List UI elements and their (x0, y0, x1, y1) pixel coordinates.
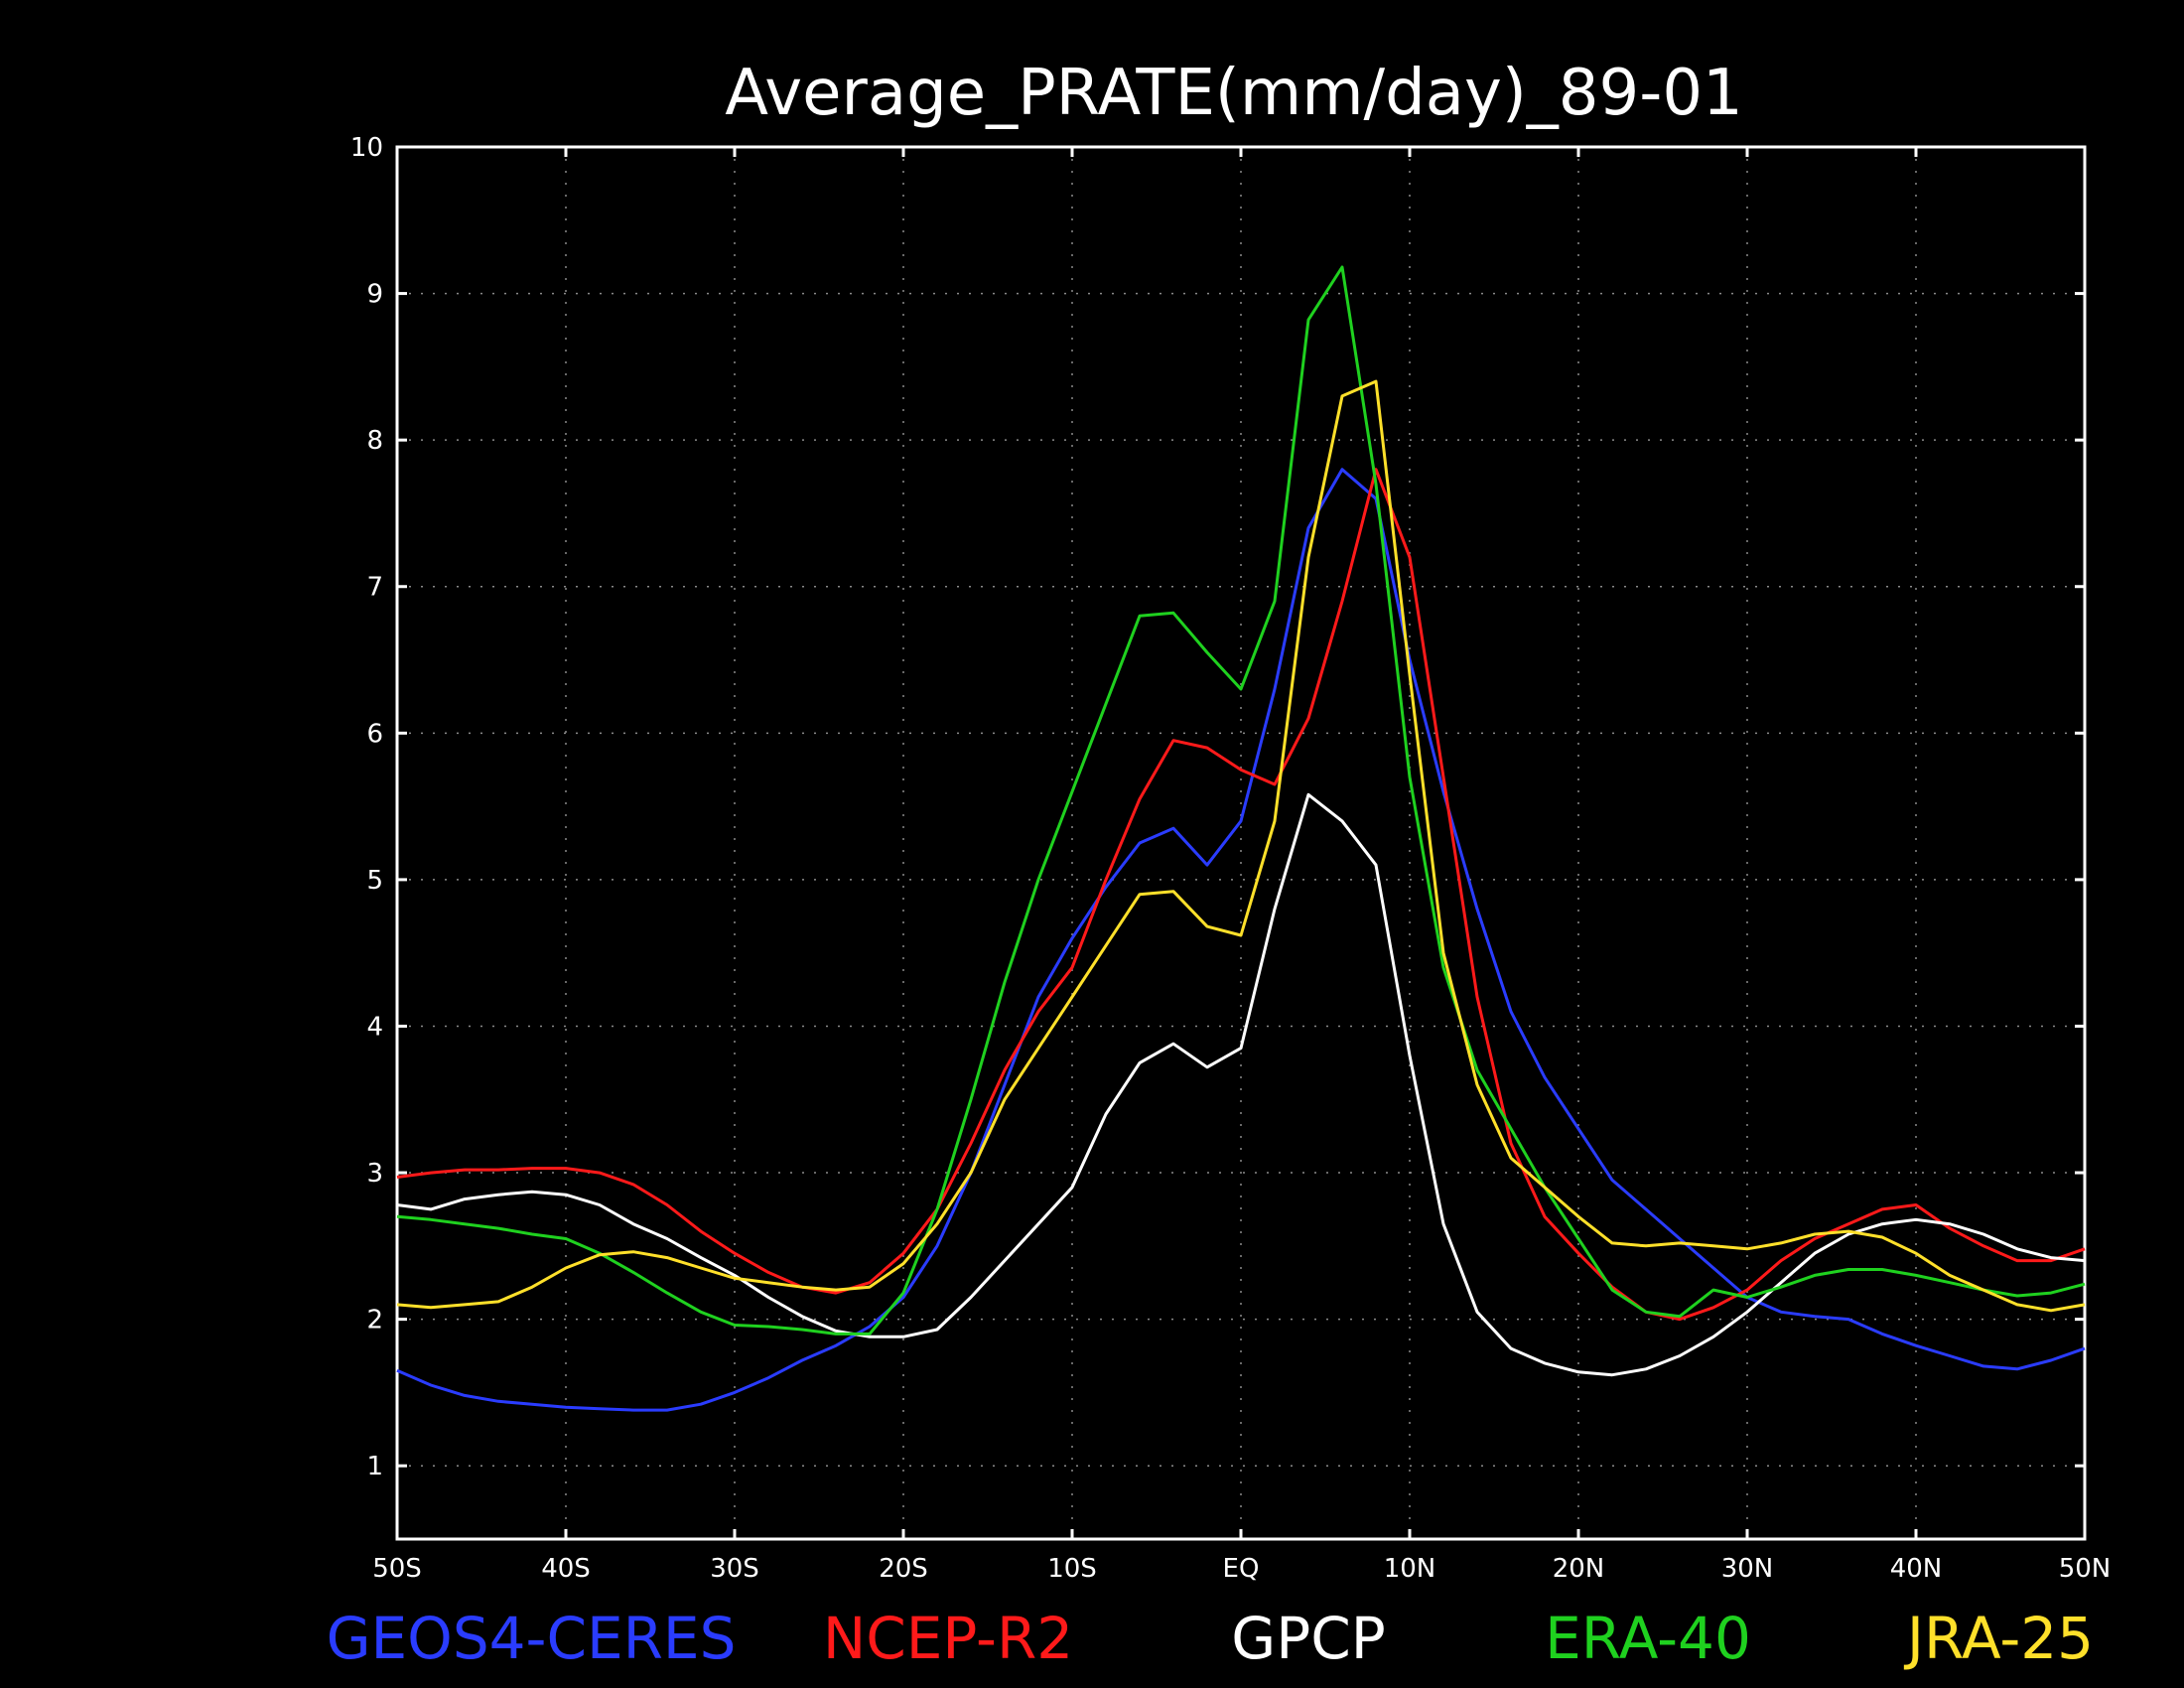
y-axis: 1 2 3 4 5 6 7 8 9 10 (350, 133, 2085, 1481)
x-tick-label: 10S (1047, 1554, 1097, 1584)
x-tick-label: 30N (1721, 1554, 1774, 1584)
y-tick-label: 9 (366, 280, 383, 310)
series-line-jra-25 (396, 379, 2086, 1313)
y-tick-label: 1 (366, 1452, 383, 1481)
y-tick-label: 8 (366, 426, 383, 456)
x-tick-label: 40N (1890, 1554, 1943, 1584)
x-axis: 50S 40S 30S 20S 10S EQ 10N 20N 30N 40N 50N (372, 147, 2111, 1584)
x-tick-label: 50N (2059, 1554, 2112, 1584)
x-tick-label: 40S (541, 1554, 591, 1584)
legend-label-geos4-ceres: GEOS4-CERES (327, 1605, 737, 1672)
x-tick-label: 10N (1384, 1554, 1436, 1584)
x-tick-label: 30S (710, 1554, 759, 1584)
y-tick-label: 3 (366, 1159, 383, 1189)
series (396, 265, 2086, 1412)
series-line-ncep-r2 (396, 468, 2086, 1322)
x-tick-label: 20N (1553, 1554, 1605, 1584)
legend-label-gpcp: GPCP (1231, 1605, 1385, 1672)
legend-label-jra-25: JRA-25 (1904, 1605, 2094, 1672)
y-tick-label: 2 (366, 1306, 383, 1336)
series-line-geos4-ceres (396, 468, 2086, 1412)
y-tick-label: 4 (366, 1012, 383, 1042)
series-line-era-40 (396, 265, 2086, 1336)
x-tick-label: EQ (1223, 1554, 1260, 1584)
grid (397, 147, 2085, 1539)
y-tick-label: 7 (366, 573, 383, 603)
chart-title: Average_PRATE(mm/day)_89-01 (725, 57, 1743, 130)
x-tick-label: 50S (372, 1554, 422, 1584)
legend-label-ncep-r2: NCEP-R2 (823, 1605, 1073, 1672)
legend: GEOS4-CERES NCEP-R2 GPCP ERA-40 JRA-25 (327, 1605, 2095, 1672)
y-tick-label: 6 (366, 719, 383, 749)
legend-label-era-40: ERA-40 (1545, 1605, 1751, 1672)
x-tick-label: 20S (879, 1554, 928, 1584)
series-line-gpcp (396, 792, 2086, 1377)
y-tick-label: 10 (350, 133, 383, 163)
y-tick-label: 5 (366, 866, 383, 896)
